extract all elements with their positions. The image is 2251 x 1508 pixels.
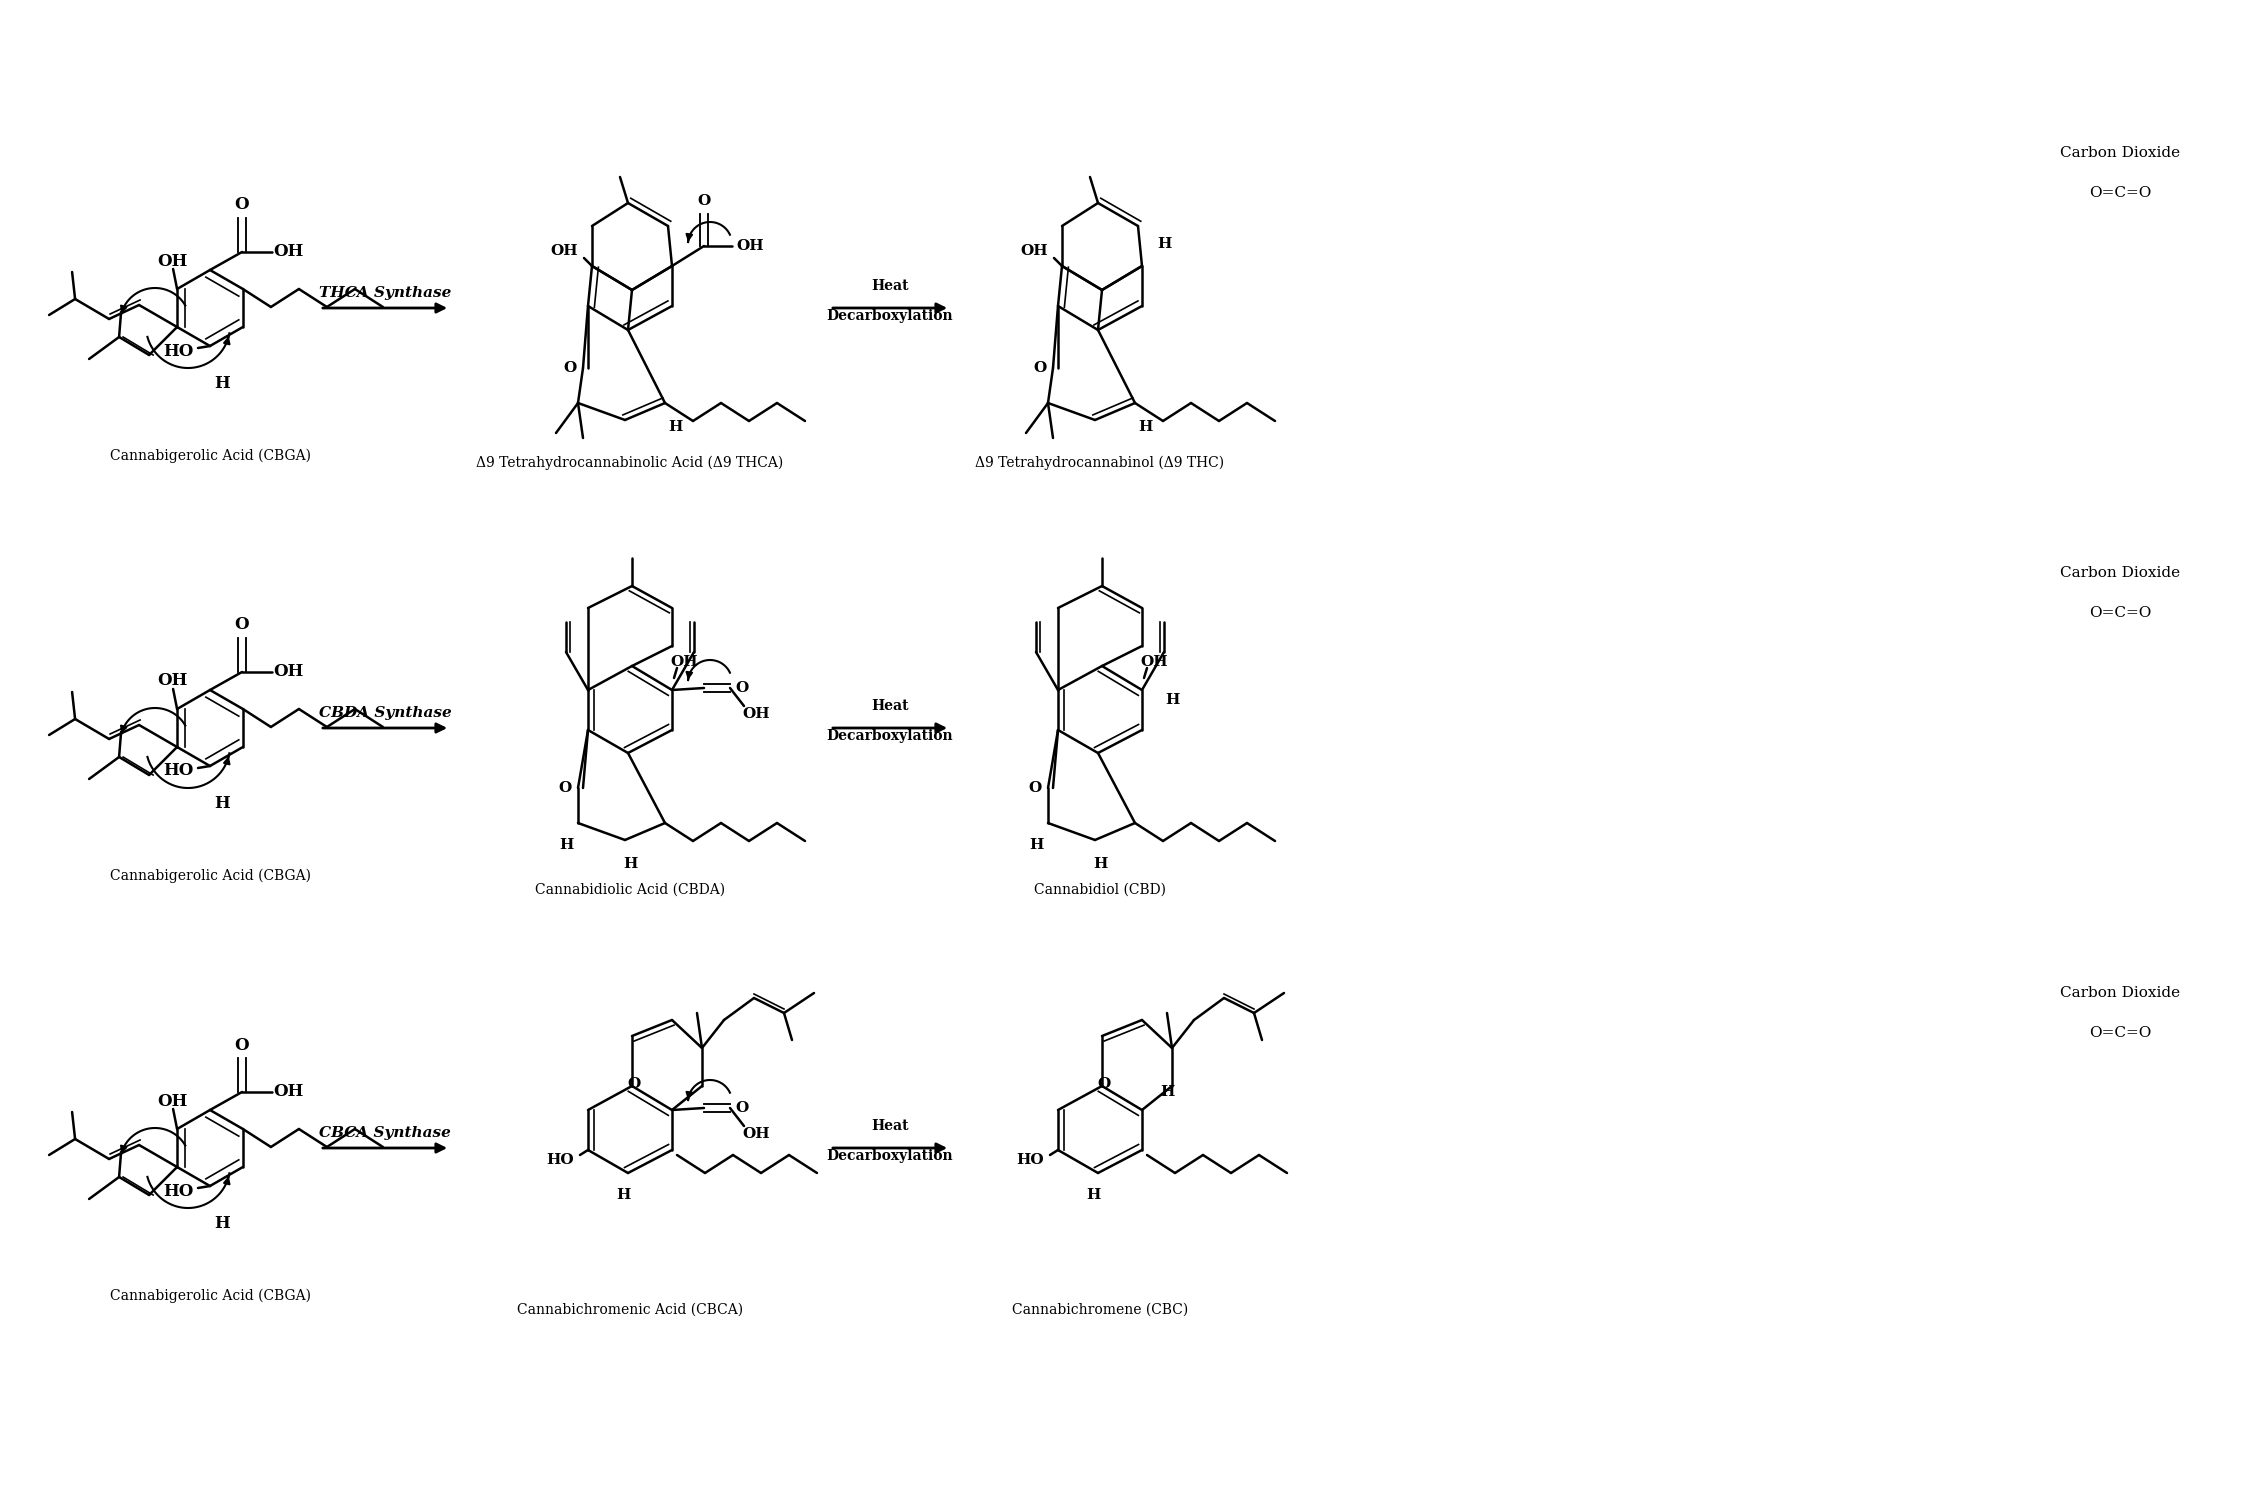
Text: Heat: Heat (871, 279, 909, 293)
Text: H: H (558, 838, 574, 852)
Text: O=C=O: O=C=O (2089, 1025, 2152, 1041)
Text: Carbon Dioxide: Carbon Dioxide (2060, 146, 2179, 160)
Text: Heat: Heat (871, 700, 909, 713)
Text: OH: OH (158, 673, 187, 689)
Text: H: H (1092, 857, 1107, 872)
Text: THCA Synthase: THCA Synthase (320, 287, 450, 300)
Text: Decarboxylation: Decarboxylation (826, 309, 954, 323)
Text: Cannabigerolic Acid (CBGA): Cannabigerolic Acid (CBGA) (110, 449, 311, 463)
Text: OH: OH (158, 1092, 187, 1110)
Text: Decarboxylation: Decarboxylation (826, 1149, 954, 1163)
Text: Cannabichromene (CBC): Cannabichromene (CBC) (1013, 1303, 1189, 1316)
Text: Carbon Dioxide: Carbon Dioxide (2060, 566, 2179, 581)
Text: Cannabichromenic Acid (CBCA): Cannabichromenic Acid (CBCA) (518, 1303, 743, 1316)
Text: Cannabidiol (CBD): Cannabidiol (CBD) (1033, 884, 1166, 897)
Text: H: H (214, 1215, 230, 1232)
Text: Cannabigerolic Acid (CBGA): Cannabigerolic Acid (CBGA) (110, 1289, 311, 1303)
Text: H: H (624, 857, 637, 872)
Text: O: O (1029, 781, 1042, 795)
Text: CBCA Synthase: CBCA Synthase (320, 1126, 450, 1140)
Text: H: H (1137, 421, 1153, 434)
Text: O: O (1098, 1077, 1110, 1090)
Text: H: H (669, 421, 682, 434)
Text: OH: OH (743, 1126, 770, 1142)
Text: OH: OH (671, 654, 698, 670)
Text: OH: OH (743, 707, 770, 721)
Text: O: O (736, 682, 750, 695)
Text: OH: OH (549, 244, 579, 258)
Text: HO: HO (547, 1154, 574, 1167)
Text: HO: HO (162, 1182, 194, 1199)
Text: OH: OH (272, 243, 304, 261)
Text: Cannabigerolic Acid (CBGA): Cannabigerolic Acid (CBGA) (110, 869, 311, 884)
Text: O: O (628, 1077, 642, 1090)
Text: Δ9 Tetrahydrocannabinol (Δ9 THC): Δ9 Tetrahydrocannabinol (Δ9 THC) (975, 455, 1225, 470)
Text: OH: OH (1141, 654, 1168, 670)
Text: O: O (1033, 360, 1047, 375)
Text: Cannabidiolic Acid (CBDA): Cannabidiolic Acid (CBDA) (536, 884, 725, 897)
Text: OH: OH (736, 238, 763, 253)
Text: CBDA Synthase: CBDA Synthase (320, 706, 452, 719)
Text: HO: HO (162, 763, 194, 780)
Text: H: H (1159, 1084, 1175, 1099)
Text: Decarboxylation: Decarboxylation (826, 728, 954, 743)
Text: HO: HO (162, 342, 194, 359)
Text: Carbon Dioxide: Carbon Dioxide (2060, 986, 2179, 1000)
Text: O=C=O: O=C=O (2089, 606, 2152, 620)
Text: O: O (234, 1036, 250, 1054)
Text: O: O (698, 195, 711, 208)
Text: O=C=O: O=C=O (2089, 185, 2152, 201)
Text: Δ9 Tetrahydrocannabinolic Acid (Δ9 THCA): Δ9 Tetrahydrocannabinolic Acid (Δ9 THCA) (477, 455, 783, 470)
Text: O: O (234, 617, 250, 633)
Text: H: H (214, 375, 230, 392)
Text: H: H (1029, 838, 1042, 852)
Text: HO: HO (1015, 1154, 1044, 1167)
Text: O: O (563, 360, 576, 375)
Text: H: H (1085, 1188, 1101, 1202)
Text: OH: OH (272, 1084, 304, 1101)
Text: H: H (1164, 694, 1180, 707)
Text: Heat: Heat (871, 1119, 909, 1133)
Text: OH: OH (1020, 244, 1047, 258)
Text: O: O (234, 196, 250, 214)
Text: H: H (214, 796, 230, 813)
Text: O: O (736, 1101, 750, 1114)
Text: OH: OH (158, 252, 187, 270)
Text: H: H (617, 1188, 630, 1202)
Text: O: O (558, 781, 572, 795)
Text: H: H (1157, 237, 1171, 250)
Text: OH: OH (272, 664, 304, 680)
